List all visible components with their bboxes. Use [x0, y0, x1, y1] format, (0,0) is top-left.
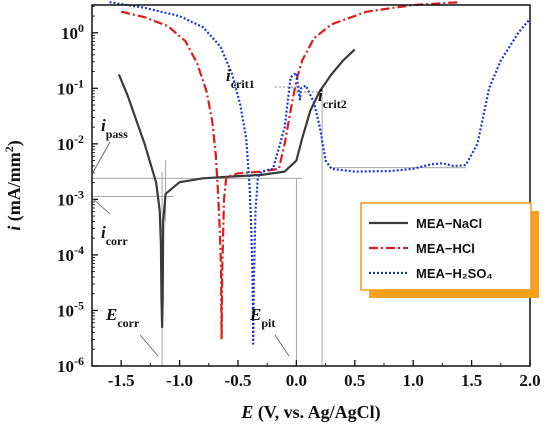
x-tick-label: 0.0 — [286, 371, 307, 390]
y-axis-label-var: i — [4, 226, 24, 231]
tick-layer: -1.5 -1.0 -0.5 0.0 0.5 1.0 1.5 2.0 100 10-1 10-2 10… — [57, 5, 541, 390]
series-line-2 — [109, 1, 531, 345]
legend-label-nacl: MEA−NaCl — [416, 216, 482, 231]
x-tick-label: 1.0 — [403, 371, 424, 390]
x-tick-label: -1.5 — [108, 371, 135, 390]
y-tick-label: 10-2 — [57, 132, 84, 154]
annotation-i-corr: icorr — [101, 223, 128, 248]
annotation-e-pit: Epit — [249, 305, 275, 330]
plot-frame — [91, 4, 531, 367]
leader-i-corr — [91, 197, 111, 215]
series-line-1 — [120, 1, 460, 340]
legend-box — [360, 202, 532, 291]
y-tick-label: 10-5 — [57, 298, 84, 320]
series-layer — [109, 1, 531, 345]
legend-label-h2so4: MEA−H₂SO₄ — [416, 266, 493, 281]
x-tick-label: 1.5 — [461, 371, 482, 390]
x-tick-label: -0.5 — [225, 371, 252, 390]
annotation-i-crit1: icrit1 — [226, 66, 255, 91]
annotations: icrit1 icrit2 ipass icorr Ecorr Epit — [91, 66, 347, 357]
y-axis-label-rest: (mA/mm — [4, 152, 25, 225]
leader-e-corr — [139, 334, 159, 357]
leader-e-pit — [274, 334, 290, 357]
annotation-e-corr: Ecorr — [105, 305, 140, 330]
series-line-0 — [117, 48, 356, 329]
y-tick-label: 10-4 — [57, 243, 84, 265]
y-axis-label-sup: 2 — [2, 146, 16, 152]
y-tick-label: 100 — [61, 21, 84, 43]
legend-label-hcl: MEA−HCl — [416, 241, 475, 256]
y-tick-label: 10-6 — [57, 354, 84, 376]
annotation-i-pass: ipass — [101, 116, 128, 141]
y-axis-label-close: ) — [4, 140, 25, 146]
x-tick-label: 2.0 — [519, 371, 540, 390]
leader-i-pass — [91, 141, 111, 175]
x-tick-label: 0.5 — [344, 371, 365, 390]
x-axis-label-rest: (V, vs. Ag/AgCl) — [253, 402, 380, 423]
x-axis-label: E (V, vs. Ag/AgCl) — [240, 402, 380, 423]
legend: MEA−NaCl MEA−HCl MEA−H₂SO₄ — [360, 202, 539, 298]
y-tick-label: 10-1 — [57, 76, 84, 98]
y-tick-label: 10-3 — [57, 187, 84, 209]
x-tick-label: -1.0 — [166, 371, 193, 390]
x-axis-label-var: E — [240, 402, 253, 422]
annotation-i-crit2: icrit2 — [318, 86, 347, 111]
y-axis-label: i (mA/mm2) — [2, 140, 25, 231]
